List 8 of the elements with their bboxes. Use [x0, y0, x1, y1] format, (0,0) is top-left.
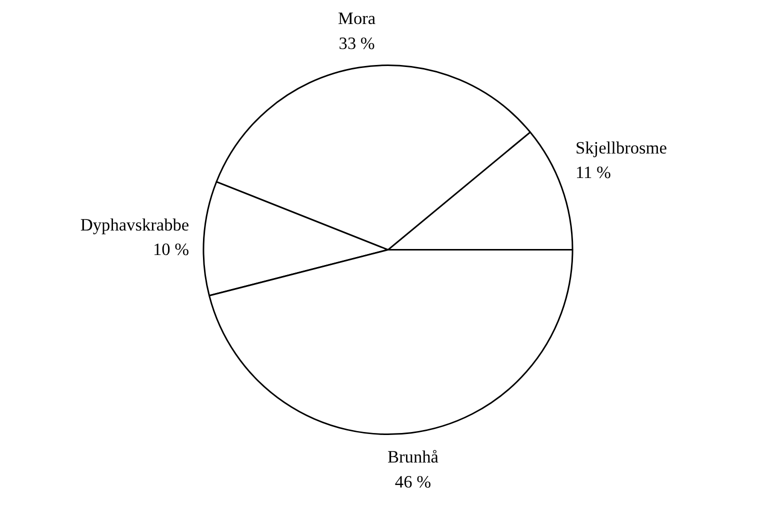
data-label: 33 %	[338, 34, 375, 53]
slice-label: Skjellbrosme	[576, 138, 668, 158]
slice-label: Mora	[338, 9, 376, 28]
data-label: 11 %	[576, 163, 611, 182]
slice-label: Dyphavskrabbe	[80, 215, 190, 234]
data-label: 46 %	[394, 472, 432, 492]
slice-label: Brunhå	[387, 448, 439, 467]
data-label: 10 %	[153, 240, 190, 260]
